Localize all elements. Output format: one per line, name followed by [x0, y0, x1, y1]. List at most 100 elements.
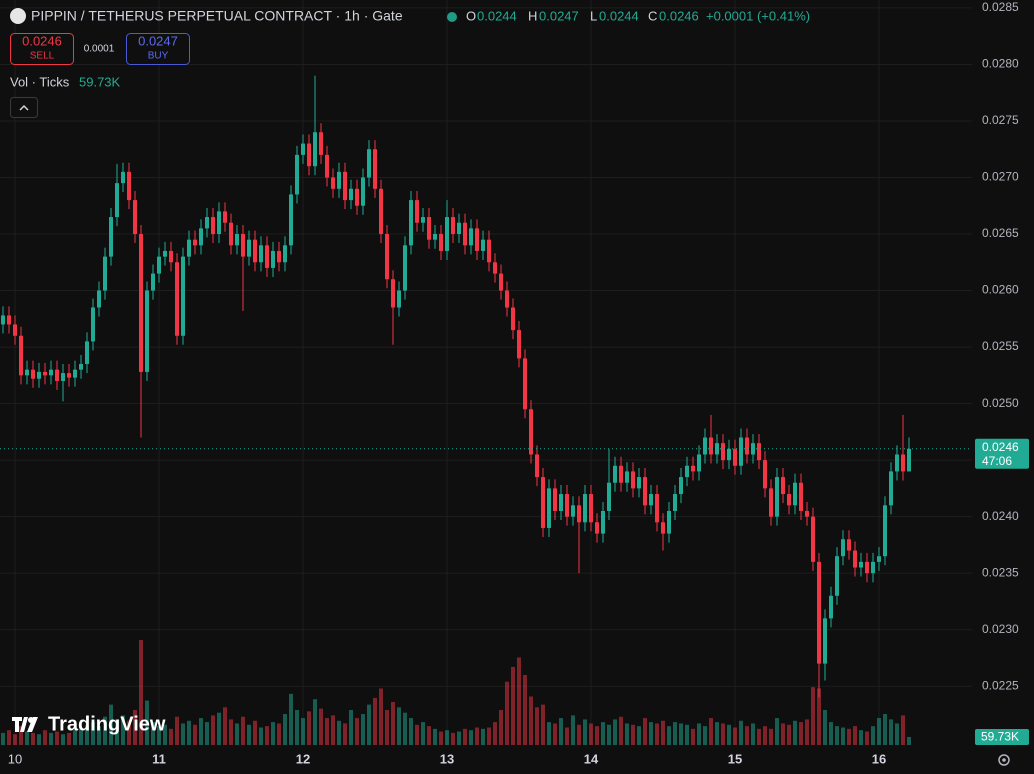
ohlc-value: 0.0247	[539, 8, 579, 23]
candle-body	[643, 477, 647, 506]
candle-body	[559, 494, 563, 511]
volume-bar	[235, 723, 239, 745]
sell-button[interactable]: 0.0246 SELL	[10, 33, 74, 65]
logo-mark	[27, 717, 38, 732]
volume-bar	[835, 726, 839, 745]
volume-bar	[157, 726, 161, 745]
buy-button[interactable]: 0.0247 BUY	[126, 33, 190, 65]
volume-bar	[175, 716, 179, 745]
volume-bar	[523, 675, 527, 745]
candle-body	[505, 290, 509, 308]
buy-price[interactable]: 0.0247	[138, 33, 178, 48]
volume-pane	[1, 640, 911, 745]
candle-body	[403, 245, 407, 291]
volume-bar	[469, 730, 473, 745]
candle-body	[571, 505, 575, 517]
candle-body	[295, 154, 299, 195]
volume-bar	[475, 727, 479, 745]
volume-bar	[457, 731, 461, 745]
ohlc-letter: H	[528, 8, 537, 23]
sell-price[interactable]: 0.0246	[22, 33, 62, 48]
volume-bar	[619, 716, 623, 745]
buy-label[interactable]: BUY	[148, 51, 169, 62]
collapse-icon[interactable]	[19, 104, 29, 111]
settings-icon-center[interactable]	[1002, 758, 1006, 762]
candle-body	[397, 290, 401, 308]
volume-bar	[349, 710, 353, 745]
volume-bar	[559, 718, 563, 745]
x-tick-label: 14	[584, 751, 599, 766]
volume-bar	[259, 727, 263, 745]
collapse-box[interactable]	[10, 97, 38, 118]
volume-bar	[655, 723, 659, 745]
volume-bar	[853, 726, 857, 745]
volume-bar	[133, 710, 137, 745]
change: +0.0001 (+0.41%)	[706, 8, 810, 23]
candle-body	[193, 239, 197, 246]
x-tick-label: 10	[8, 751, 22, 766]
volume-bar	[481, 728, 485, 745]
ohlc-letter: O	[466, 8, 476, 23]
candle-body	[715, 443, 719, 455]
volume-bar	[709, 718, 713, 745]
countdown: 47:06	[982, 454, 1012, 468]
collapse-button[interactable]	[10, 97, 38, 118]
candle-body	[655, 494, 659, 523]
candle-body	[253, 239, 257, 263]
candle-body	[817, 561, 821, 664]
sell-label[interactable]: SELL	[30, 51, 55, 62]
candle-body	[79, 364, 83, 370]
candle-body	[97, 290, 101, 308]
logo-mark	[12, 717, 28, 732]
candle-body	[355, 188, 359, 206]
sell-box[interactable]	[10, 33, 74, 65]
candle-body	[385, 234, 389, 280]
x-tick-label: 11	[152, 751, 166, 766]
volume-bar	[31, 732, 35, 745]
y-tick-label: 0.0250	[982, 396, 1019, 410]
candle-body	[673, 494, 677, 511]
volume-bar	[547, 722, 551, 745]
candle-body	[583, 494, 587, 523]
settings-button[interactable]	[998, 754, 1010, 766]
volume-bar	[199, 718, 203, 745]
volume-bar	[733, 727, 737, 745]
candle-body	[835, 556, 839, 596]
grid	[0, 0, 972, 745]
candle-body	[769, 488, 773, 517]
volume-bar	[73, 730, 77, 745]
volume-bar	[7, 730, 11, 745]
volume-bar	[277, 723, 281, 745]
volume-bar	[115, 719, 119, 745]
buy-box[interactable]	[126, 33, 190, 65]
volume-bar	[595, 726, 599, 745]
candle-body	[649, 494, 653, 506]
candle-body	[511, 307, 515, 331]
candle-body	[829, 595, 833, 619]
volume-bar	[109, 704, 113, 745]
candle-body	[277, 250, 281, 263]
candle-body	[667, 510, 671, 534]
chart-title: PIPPIN / TETHERUS PERPETUAL CONTRACT · 1…	[31, 8, 403, 24]
volume-bar	[661, 720, 665, 745]
volume-bar	[379, 688, 383, 745]
volume-bar	[487, 727, 491, 745]
candle-body	[775, 477, 779, 517]
candle-body	[343, 171, 347, 201]
volume-bar	[817, 688, 821, 745]
candle-body	[547, 488, 551, 528]
spread: 0.0001	[84, 44, 115, 55]
volume-bar	[319, 708, 323, 745]
candle-body	[205, 217, 209, 229]
y-tick-label: 0.0275	[982, 113, 1019, 127]
volume-last-box	[975, 729, 1029, 745]
x-tick-label: 15	[728, 751, 742, 766]
volume-bar	[337, 720, 341, 745]
settings-icon[interactable]	[998, 754, 1010, 766]
volume-bar	[895, 723, 899, 745]
candle-body	[139, 234, 143, 372]
volume-bar	[451, 732, 455, 745]
volume-bar	[421, 722, 425, 745]
volume-bar	[643, 718, 647, 745]
